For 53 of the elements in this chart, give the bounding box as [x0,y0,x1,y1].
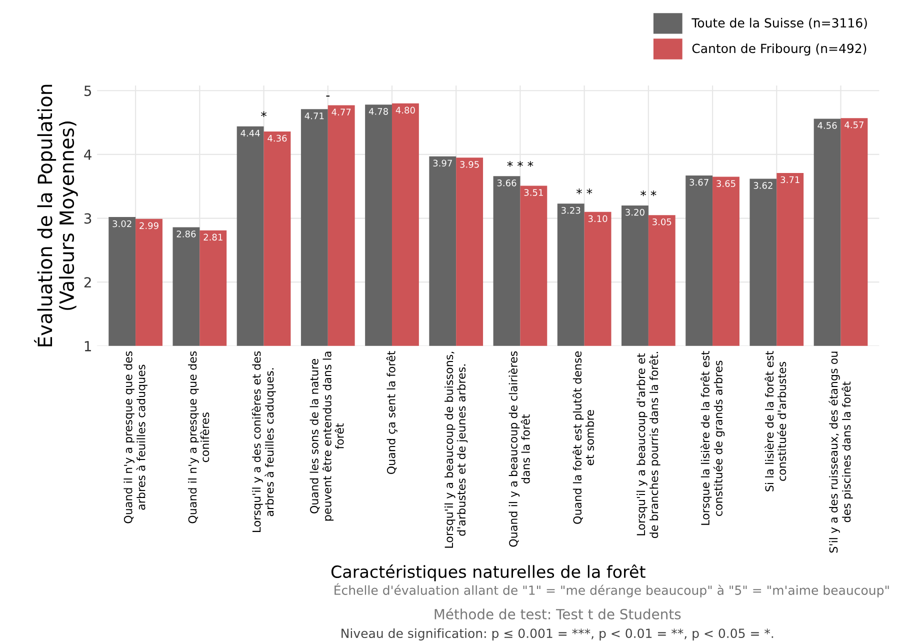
y-tick-label: 2 [84,277,91,288]
x-tick-label: Si la lisière de la forêt est constituée d'arbustes [764,351,786,492]
legend-label: Canton de Fribourg (n=492) [692,43,866,56]
data-label: 4.80 [396,106,415,114]
x-tick-label: Lorsqu'il y a beaucoup de buissons, d'arbustes et de jeunes arbres. [444,352,468,548]
legend-label: Toute de la Suisse (n=3116) [692,18,867,30]
data-label: 3.20 [626,208,644,216]
annotation: * * [640,190,656,196]
data-label: 4.36 [268,134,287,142]
x-tick-label: Quand il n'y a presque que des conifères [188,351,210,524]
x-tick-label: Quand ça sent la forêt [386,351,398,474]
data-label: 2.99 [140,222,158,230]
x-axis-title: Caractéristiques naturelles de la forêt [331,564,646,582]
y-tick-label: 1 [84,341,91,352]
x-tick-label: Quand il n'y a presque que des arbres à feuilles caduques [124,351,148,524]
data-label: 3.97 [433,160,452,167]
data-label: 3.65 [716,180,736,187]
data-label: 3.71 [780,176,800,184]
data-label: 3.67 [690,178,708,186]
data-label: 4.56 [818,122,837,129]
annotation: - [326,96,330,97]
data-label: 4.71 [304,112,324,120]
data-label: 2.81 [204,234,222,241]
annotation: * * * [507,161,534,167]
data-label: 4.57 [844,122,864,128]
x-tick-label: Lorsque la lisière de la forêt est constituée de grands arbres [700,351,725,525]
data-label: 3.51 [524,189,543,196]
x-tick-label: Quand il y a beaucoup de clairières dans la forêt [508,351,530,547]
x-tick-label: S'il y a des ruisseaux, des étangs ou des piscines dans la forêt [828,352,853,553]
data-label: 4.77 [332,108,351,116]
x-tick-label: Quand la forêt est plutôt dense et sombre [572,351,594,524]
annotation: * * [576,188,592,194]
x-tick-label: Lorsqu'il y a des conifères et des arbres à feuilles caduques. [252,351,276,532]
data-label: 4.78 [368,108,388,115]
data-label: 3.10 [588,215,608,222]
y-tick-label: 4 [84,150,92,160]
text: Échelle d'évaluation allant de "1" = "me dérange beaucoup" à "5" = "m'aime beaucoup" [334,583,889,598]
data-label: 3.66 [497,180,516,186]
data-label: 3.05 [652,218,672,226]
text: Méthode de test: Test t de Students [434,608,681,620]
y-tick-label: 5 [84,86,92,96]
x-tick-label: Quand les sons de la nature peuvent être entendus dans la forêt [310,352,344,521]
data-label: 4.44 [240,130,260,136]
annotation: * [261,111,267,117]
data-label: 3.95 [460,160,479,168]
data-label: 3.02 [112,220,132,228]
data-label: 2.86 [176,230,196,238]
x-tick-label: Lorsqu'il y a beaucoup d'arbre et de branches pourris dans la forêt. [636,352,660,538]
data-label: 3.62 [754,182,772,189]
text: Niveau de signification: p ≤ 0.001 = ***, p < 0.01 = **, p < 0.05 = *. [342,628,774,640]
y-axis-title: Évaluation de la Population (Valeurs Moyennes) [34,84,78,346]
data-label: 3.23 [561,206,580,214]
y-tick-label: 3 [84,213,92,224]
